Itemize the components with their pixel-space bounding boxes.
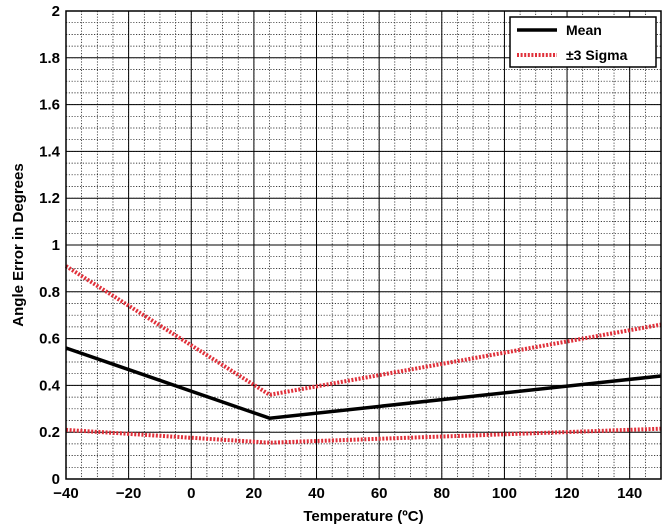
- x-tick-label: 140: [617, 485, 642, 502]
- legend-label-mean: Mean: [566, 22, 602, 38]
- series-layer: [64, 264, 662, 445]
- x-tick-label: 120: [555, 485, 580, 502]
- y-tick-label: 0: [52, 471, 60, 488]
- x-tick-label: 100: [492, 485, 517, 502]
- x-tick-label: 20: [246, 485, 263, 502]
- series-line-sigma-lower: [65, 426, 662, 445]
- y-tick-label: 0.8: [39, 284, 60, 301]
- legend: Mean ±3 Sigma: [509, 16, 657, 68]
- y-axis-label: Angle Error in Degrees: [10, 163, 27, 326]
- x-tick-labels: −40 −20 0 20 40 60 80 100 120 140: [53, 485, 642, 502]
- series-line-sigma-upper: [64, 264, 662, 397]
- series-line-mean: [65, 346, 662, 420]
- y-tick-label: 1.6: [39, 97, 60, 114]
- y-tick-label: 0.6: [39, 331, 60, 348]
- x-tick-label: 80: [433, 485, 450, 502]
- y-tick-label: 1.8: [39, 50, 60, 67]
- y-tick-label: 0.4: [39, 377, 61, 394]
- x-tick-label: 0: [187, 485, 195, 502]
- y-tick-label: 1.4: [39, 143, 61, 160]
- y-tick-label: 1.2: [39, 190, 60, 207]
- legend-label-sigma: ±3 Sigma: [566, 47, 628, 63]
- x-axis-label: Temperature (ºC): [303, 508, 423, 525]
- plot-frame: [65, 10, 662, 480]
- y-tick-label: 1: [52, 237, 60, 254]
- legend-box: [509, 16, 657, 68]
- x-tick-label: −40: [53, 485, 78, 502]
- y-tick-labels: 0 0.2 0.4 0.6 0.8 1 1.2 1.4 1.6 1.8 2: [39, 3, 61, 488]
- x-tick-label: 60: [371, 485, 388, 502]
- x-tick-label: −20: [116, 485, 141, 502]
- x-tick-label: 40: [308, 485, 325, 502]
- y-tick-label: 0.2: [39, 424, 60, 441]
- y-tick-label: 2: [52, 3, 60, 20]
